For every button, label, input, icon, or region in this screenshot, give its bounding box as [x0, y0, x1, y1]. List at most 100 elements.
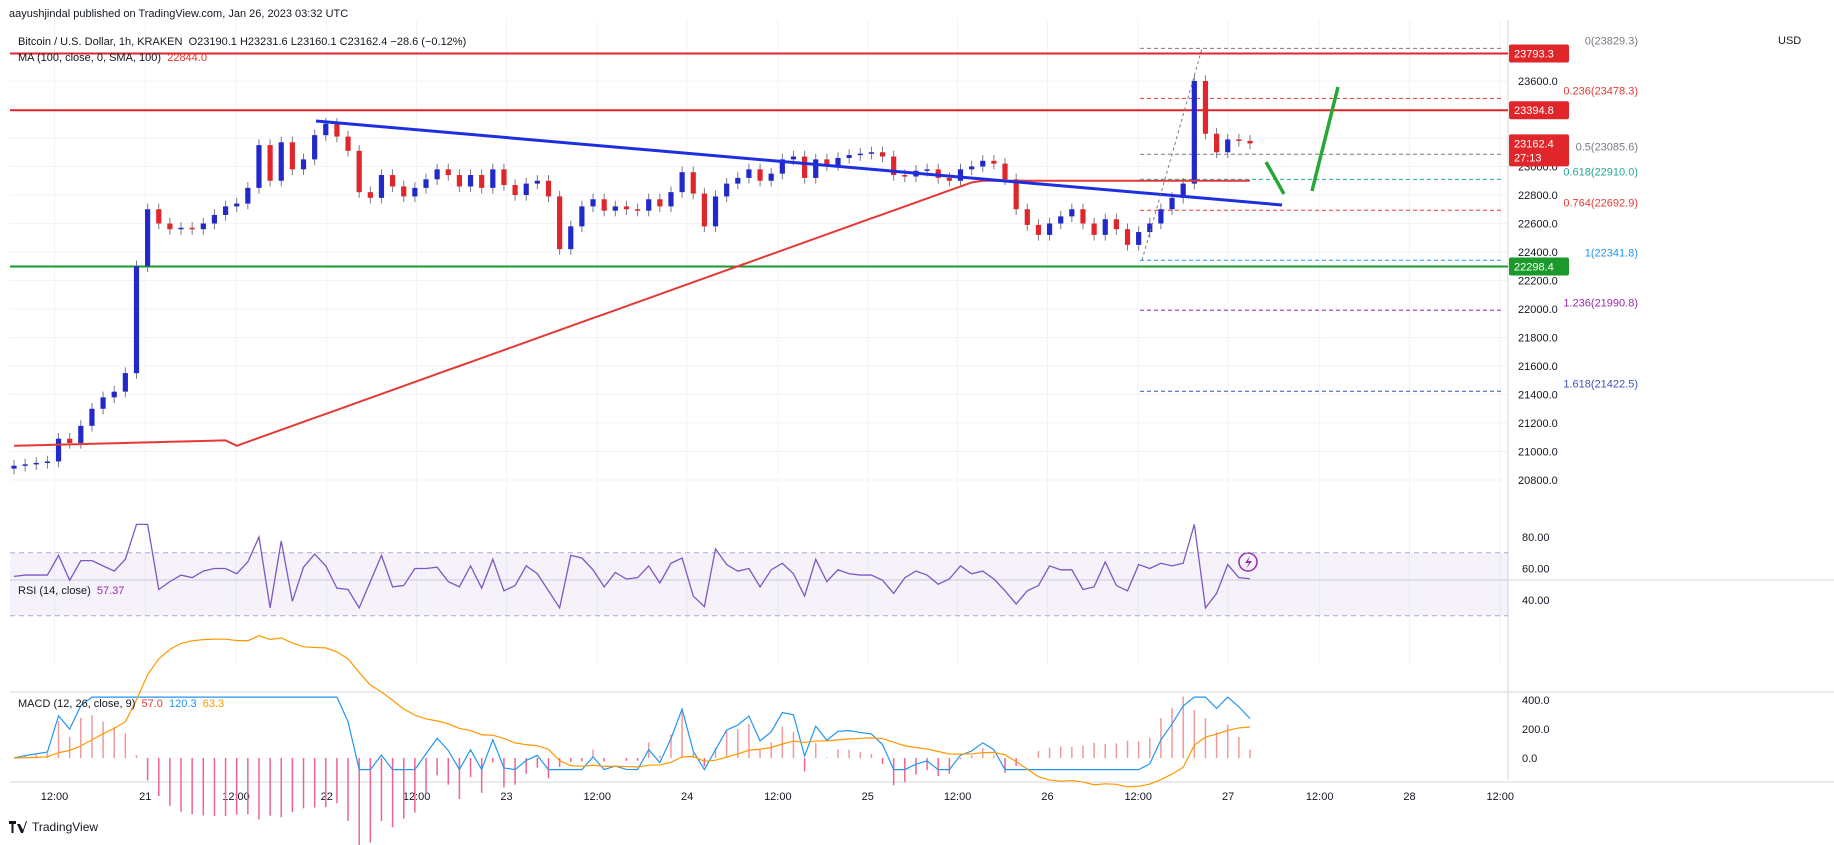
rsi-tick-label: 60.00 — [1522, 564, 1550, 576]
x-tick-label: 28 — [1403, 791, 1415, 803]
candle-body — [813, 159, 819, 178]
y-tick-label: 21400.0 — [1518, 390, 1558, 402]
candle-body — [590, 199, 596, 207]
candle-body — [434, 169, 440, 180]
footer-brand[interactable]: TradingView — [9, 820, 98, 834]
candle-body — [167, 223, 173, 230]
fib-level-label: 0(23829.3) — [1585, 35, 1638, 47]
candle-body — [1091, 223, 1097, 235]
rsi-tick-label: 80.00 — [1522, 532, 1550, 544]
candle-body — [957, 169, 964, 181]
candle-body — [601, 199, 607, 211]
candle-body — [467, 175, 474, 187]
candle-body — [690, 172, 696, 194]
price-tag-last — [1509, 134, 1569, 167]
candle-body — [55, 438, 62, 462]
y-tick-label: 22200.0 — [1518, 276, 1558, 288]
price-tag-resistance-lower — [1509, 101, 1569, 120]
x-tick-label: 23 — [500, 791, 512, 803]
price-tag-resistance-lower-text: 23394.8 — [1514, 105, 1554, 117]
x-tick-label: 12:00 — [764, 791, 792, 803]
candle-body — [835, 157, 841, 166]
x-tick-label: 12:00 — [1487, 791, 1515, 803]
candle-body — [623, 206, 630, 210]
macd-signal-value: 63.3 — [202, 698, 225, 710]
candle-body — [757, 169, 763, 181]
candle-body — [356, 150, 362, 193]
rsi-label: RSI (14, close) — [18, 585, 91, 597]
ma-label: MA (100, close, 0, SMA, 100) — [18, 52, 162, 64]
candle-body — [946, 177, 952, 181]
candle-body — [78, 425, 84, 443]
candle-body — [980, 160, 986, 167]
fib-anchor-line — [1141, 48, 1203, 261]
candle-body — [701, 193, 707, 227]
candle-body — [1247, 140, 1253, 144]
x-tick-label: 22 — [321, 791, 333, 803]
candle-body — [289, 142, 295, 170]
candle-body — [891, 156, 897, 176]
candle-body — [11, 465, 17, 469]
ma-legend: MA (100, close, 0, SMA, 100) 22844.0 — [18, 52, 207, 64]
candle-body — [367, 192, 373, 198]
ohlc-readout: O23190.1 H23231.6 L23160.1 C23162.4 −28.… — [188, 36, 467, 48]
candle-body — [779, 159, 785, 174]
candle-body — [724, 183, 730, 197]
candle-body — [902, 175, 908, 177]
candle-body — [1102, 219, 1108, 235]
x-tick-label: 24 — [681, 791, 693, 803]
candle-body — [768, 173, 774, 181]
candle-body — [111, 391, 117, 398]
candle-body — [557, 196, 563, 250]
y-tick-label: 23600.0 — [1518, 76, 1558, 88]
candle-body — [846, 155, 852, 158]
candle-body — [824, 159, 830, 166]
y-tick-label: 21200.0 — [1518, 418, 1558, 430]
macd-label: MACD (12, 26, close, 9) — [18, 698, 136, 710]
candle-body — [1213, 133, 1220, 153]
candle-body — [200, 223, 206, 230]
candle-body — [445, 169, 451, 176]
candle-body — [267, 145, 273, 181]
candle-body — [1080, 209, 1086, 224]
candle-body — [456, 175, 463, 187]
fib-level-label: 0.5(23085.6) — [1576, 141, 1638, 153]
candle-body — [389, 175, 396, 187]
candle-body — [145, 209, 151, 267]
lightning-glyph — [1245, 556, 1252, 569]
x-tick-label: 21 — [139, 791, 151, 803]
candle-body — [1002, 163, 1008, 180]
candle-body — [234, 203, 240, 207]
candle-body — [33, 462, 39, 465]
candle-body — [1124, 229, 1131, 245]
candle-body — [545, 180, 552, 197]
x-tick-label: 12:00 — [41, 791, 69, 803]
macd-tick-label: 200.0 — [1522, 724, 1550, 736]
macd-hist-value: 57.0 — [141, 698, 163, 710]
candle-body — [1035, 224, 1042, 235]
x-tick-label: 12:00 — [403, 791, 431, 803]
candle-body — [156, 209, 162, 224]
y-tick-label: 22600.0 — [1518, 219, 1558, 231]
candle-body — [612, 206, 618, 211]
tradingview-logo-icon — [9, 821, 27, 833]
candle-body — [801, 156, 808, 178]
y-tick-label: 22000.0 — [1518, 304, 1558, 316]
candle-body — [668, 192, 674, 207]
ma-value: 22844.0 — [167, 52, 207, 64]
ma-line — [13, 179, 1250, 447]
candle-body — [991, 160, 997, 164]
candle-body — [1147, 223, 1153, 233]
macd-tick-label: 0.0 — [1522, 753, 1537, 765]
candle-body — [1069, 209, 1075, 217]
candle-body — [1158, 209, 1164, 224]
y-tick-label: 21000.0 — [1518, 447, 1558, 459]
candle-body — [300, 159, 307, 170]
x-tick-label: 12:00 — [1306, 791, 1334, 803]
candle-body — [245, 187, 251, 204]
macd-tick-label: 400.0 — [1522, 695, 1550, 707]
fib-level-label: 0.618(22910.0) — [1563, 166, 1638, 178]
candle-body — [1169, 197, 1175, 210]
candle-body — [22, 464, 28, 466]
